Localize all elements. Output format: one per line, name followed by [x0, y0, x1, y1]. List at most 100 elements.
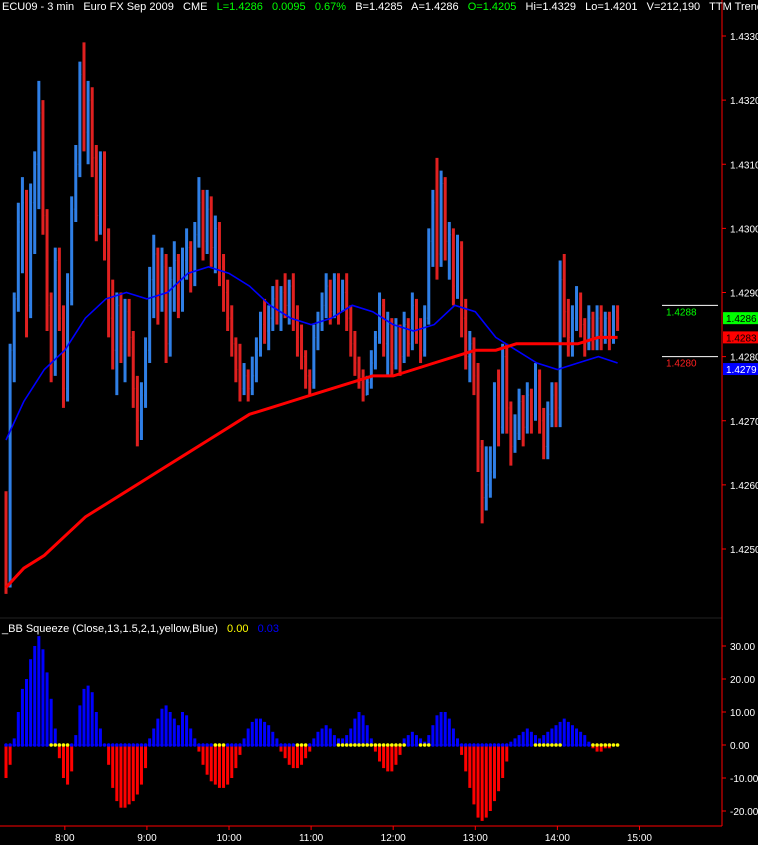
price-bar[interactable]: [390, 318, 394, 376]
histogram-bar[interactable]: [492, 745, 496, 802]
histogram-bar[interactable]: [562, 718, 566, 745]
price-bar[interactable]: [180, 247, 184, 312]
price-bar[interactable]: [320, 292, 324, 331]
histogram-bar[interactable]: [488, 745, 492, 811]
histogram-bar[interactable]: [300, 745, 304, 765]
histogram-bar[interactable]: [599, 745, 603, 752]
histogram-bar[interactable]: [279, 745, 283, 752]
price-bar[interactable]: [230, 305, 234, 357]
histogram-bar[interactable]: [180, 712, 184, 745]
price-bar[interactable]: [193, 221, 197, 287]
price-bar[interactable]: [566, 298, 570, 357]
histogram-bar[interactable]: [312, 738, 316, 745]
histogram-bar[interactable]: [98, 728, 102, 746]
histogram-bar[interactable]: [45, 672, 49, 745]
histogram-bar[interactable]: [94, 712, 98, 745]
price-bar[interactable]: [70, 196, 74, 306]
price-bar[interactable]: [209, 196, 213, 267]
histogram-bar[interactable]: [554, 725, 558, 745]
price-bar[interactable]: [283, 273, 287, 319]
histogram-bar[interactable]: [217, 745, 221, 788]
histogram-bar[interactable]: [263, 721, 267, 745]
price-bar[interactable]: [357, 356, 361, 389]
price-bar[interactable]: [172, 241, 176, 312]
histogram-bar[interactable]: [201, 745, 205, 765]
price-bar[interactable]: [246, 369, 250, 402]
histogram-bar[interactable]: [90, 692, 94, 745]
price-bar[interactable]: [378, 292, 382, 344]
price-bar[interactable]: [472, 337, 476, 396]
histogram-bar[interactable]: [575, 728, 579, 746]
price-bar[interactable]: [291, 273, 295, 331]
price-bar[interactable]: [271, 286, 275, 331]
price-bar[interactable]: [226, 279, 230, 331]
price-bar[interactable]: [595, 305, 599, 351]
price-bar[interactable]: [410, 292, 414, 351]
price-bar[interactable]: [263, 298, 267, 344]
price-bar[interactable]: [152, 234, 156, 319]
price-bar[interactable]: [402, 311, 406, 364]
price-bar[interactable]: [86, 80, 90, 165]
histogram-bar[interactable]: [529, 731, 533, 745]
histogram-bar[interactable]: [456, 738, 460, 745]
price-bar[interactable]: [332, 273, 336, 319]
indicator-panel[interactable]: [4, 636, 620, 821]
histogram-bar[interactable]: [148, 738, 152, 745]
price-bar[interactable]: [312, 324, 316, 389]
price-bar[interactable]: [476, 363, 480, 473]
histogram-bar[interactable]: [82, 688, 86, 745]
histogram-bar[interactable]: [226, 745, 230, 785]
histogram-bar[interactable]: [525, 728, 529, 746]
histogram-bar[interactable]: [222, 745, 226, 788]
histogram-bar[interactable]: [464, 745, 468, 772]
price-bar[interactable]: [82, 42, 86, 152]
histogram-bar[interactable]: [484, 745, 488, 818]
price-bar[interactable]: [258, 311, 262, 357]
histogram-bar[interactable]: [402, 738, 406, 745]
price-bar[interactable]: [509, 401, 513, 466]
histogram-bar[interactable]: [517, 735, 521, 745]
price-bar[interactable]: [529, 388, 533, 434]
price-bar[interactable]: [279, 286, 283, 331]
price-bar[interactable]: [123, 298, 127, 383]
price-bar[interactable]: [324, 273, 328, 319]
price-bar[interactable]: [295, 305, 299, 357]
histogram-bar[interactable]: [316, 731, 320, 745]
histogram-bar[interactable]: [176, 725, 180, 745]
price-bar[interactable]: [533, 363, 537, 421]
price-bar[interactable]: [570, 305, 574, 357]
histogram-bar[interactable]: [295, 745, 299, 769]
price-bar[interactable]: [12, 292, 16, 383]
histogram-bar[interactable]: [308, 745, 312, 752]
price-bar[interactable]: [176, 254, 180, 319]
histogram-bar[interactable]: [242, 738, 246, 745]
price-bar[interactable]: [336, 273, 340, 325]
histogram-bar[interactable]: [419, 738, 423, 745]
histogram-bar[interactable]: [78, 705, 82, 745]
price-bar[interactable]: [607, 311, 611, 351]
histogram-bar[interactable]: [406, 735, 410, 745]
histogram-bar[interactable]: [168, 712, 172, 745]
histogram-bar[interactable]: [238, 745, 242, 755]
price-bar[interactable]: [148, 266, 152, 364]
price-bar[interactable]: [197, 177, 201, 248]
histogram-bar[interactable]: [250, 721, 254, 745]
price-bar[interactable]: [579, 292, 583, 338]
price-bar[interactable]: [443, 177, 447, 261]
histogram-bar[interactable]: [382, 745, 386, 769]
price-bar[interactable]: [267, 305, 271, 351]
histogram-bar[interactable]: [205, 745, 209, 775]
histogram-bar[interactable]: [197, 745, 201, 752]
price-bar[interactable]: [131, 330, 135, 408]
histogram-bar[interactable]: [33, 646, 37, 745]
histogram-bar[interactable]: [427, 735, 431, 745]
price-bar[interactable]: [217, 221, 221, 287]
price-bar[interactable]: [119, 292, 123, 364]
histogram-bar[interactable]: [320, 728, 324, 746]
price-bar[interactable]: [316, 311, 320, 351]
histogram-bar[interactable]: [357, 712, 361, 745]
price-bar[interactable]: [341, 279, 345, 312]
histogram-bar[interactable]: [349, 728, 353, 746]
histogram-bar[interactable]: [579, 731, 583, 745]
histogram-bar[interactable]: [144, 745, 148, 769]
